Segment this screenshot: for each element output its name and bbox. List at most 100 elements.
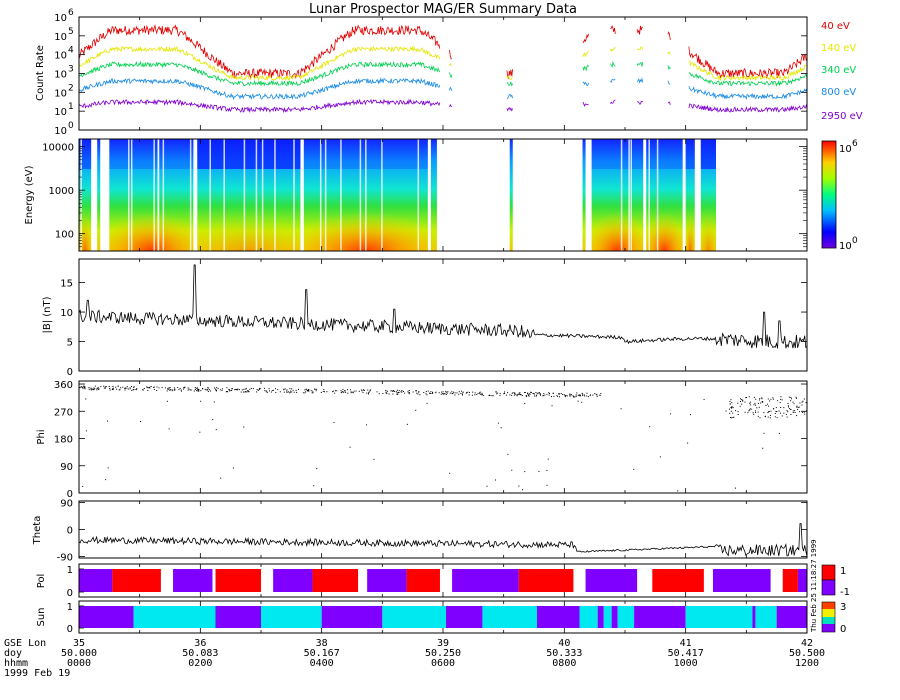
phi-point (88, 389, 90, 391)
phi-point (600, 393, 602, 395)
phi-point (583, 394, 585, 396)
phi-outlier-point (199, 431, 201, 433)
phi-point (443, 393, 445, 395)
phi-outlier-point (415, 409, 417, 411)
axis-hhmm-label: 1200 (795, 658, 819, 669)
spectrogram-data-dropout (319, 139, 322, 251)
phi-point (153, 386, 155, 388)
phi-point (529, 393, 531, 395)
phi-point (731, 407, 733, 409)
phi-point (530, 391, 532, 393)
phi-point (730, 407, 732, 409)
sunlight-ticks: 10 (67, 601, 808, 635)
phi-point (540, 393, 542, 395)
phi-point (136, 388, 138, 390)
spectrogram-data-dropout (274, 139, 276, 251)
phi-point (452, 393, 454, 395)
phi-point (755, 404, 757, 406)
phi-outlier-point (220, 477, 222, 479)
phi-point (289, 392, 291, 394)
phi-point (291, 388, 293, 390)
phi-point (193, 390, 195, 392)
phi-point (468, 394, 470, 396)
phi-point (787, 405, 789, 407)
phi-point (772, 397, 774, 399)
phi-outlier-point (511, 469, 513, 471)
phi-point (129, 388, 131, 390)
sunlight-legend: 3 0 (821, 601, 846, 635)
spectrogram-data-dropout (193, 139, 195, 251)
phi-point (156, 390, 158, 392)
phi-point (790, 408, 792, 410)
phi-point (118, 389, 120, 391)
phi-point (548, 392, 550, 394)
phi-point (594, 393, 596, 395)
phi-point (248, 391, 250, 393)
phi-point (757, 402, 759, 404)
phi-point (247, 389, 249, 391)
polarity-band-pos (215, 569, 261, 592)
phi-point (770, 410, 772, 412)
phi-outlier-point (670, 413, 672, 415)
phi-point (401, 390, 403, 392)
phi-point (169, 389, 171, 391)
phi-point (234, 389, 236, 391)
axis-doy-label: 50.417 (668, 648, 704, 659)
phi-point (256, 391, 258, 393)
phi-point (540, 394, 542, 396)
phi-point (83, 386, 85, 388)
legend-800ev: 800 eV (821, 87, 856, 98)
phi-point (489, 395, 491, 397)
axis-lon-label: 41 (680, 638, 692, 649)
spectrogram-data-dropout (157, 139, 160, 251)
phi-point (83, 386, 85, 388)
theta-ylabel: Theta (32, 516, 43, 546)
phi-point (124, 387, 126, 389)
sunlight-band-lit (579, 606, 598, 628)
phi-point (275, 391, 277, 393)
phi-point (792, 410, 794, 412)
phi-outlier-point (577, 400, 579, 402)
phi-point (524, 392, 526, 394)
phi-point (312, 390, 314, 392)
phi-point (306, 389, 308, 391)
phi-point (304, 392, 306, 394)
field-magnitude-ytick-label: 15 (60, 279, 73, 290)
phi-point (326, 391, 328, 393)
axis-hhmm-label: 0800 (552, 658, 576, 669)
phi-point (173, 389, 175, 391)
polarity-band-neg (79, 569, 113, 592)
phi-point (476, 394, 478, 396)
spectrogram-data-dropout (446, 139, 448, 251)
phi-point (774, 412, 776, 414)
phi-point (488, 394, 490, 396)
phi-point (133, 386, 135, 388)
phi-point (763, 412, 765, 414)
phi-point (412, 391, 414, 393)
phi-outlier-point (212, 419, 214, 421)
phi-point (737, 402, 739, 404)
phi-point (749, 404, 751, 406)
phi-point (119, 389, 121, 391)
phi-ticks: 0 90 180 270 360 (54, 380, 808, 500)
phi-point (532, 393, 534, 395)
phi-point (343, 391, 345, 393)
phi-point (244, 388, 246, 390)
phi-point (456, 392, 458, 394)
phi-point (367, 393, 369, 395)
field-magnitude-line-group (79, 264, 807, 349)
phi-point (454, 394, 456, 396)
phi-point (332, 390, 334, 392)
phi-point (537, 392, 539, 394)
phi-point (79, 387, 81, 389)
phi-outlier-point (215, 429, 217, 431)
phi-point (195, 387, 197, 389)
phi-point (790, 397, 792, 399)
phi-point (96, 388, 98, 390)
phi-point (382, 393, 384, 395)
phi-point (235, 388, 237, 390)
phi-point (100, 386, 102, 388)
phi-point (111, 389, 113, 391)
panel-field-magnitude: 0 5 10 15 |B| (nT) (42, 258, 808, 378)
phi-point (781, 399, 783, 401)
